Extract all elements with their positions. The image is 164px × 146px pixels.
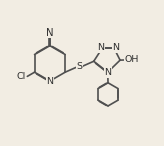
Text: N: N	[46, 27, 54, 38]
Text: OH: OH	[124, 55, 139, 64]
Text: N: N	[104, 68, 112, 77]
Text: S: S	[76, 62, 82, 71]
Text: N: N	[46, 77, 53, 86]
Text: N: N	[112, 43, 119, 52]
Text: N: N	[97, 43, 104, 52]
Text: Cl: Cl	[16, 72, 25, 81]
